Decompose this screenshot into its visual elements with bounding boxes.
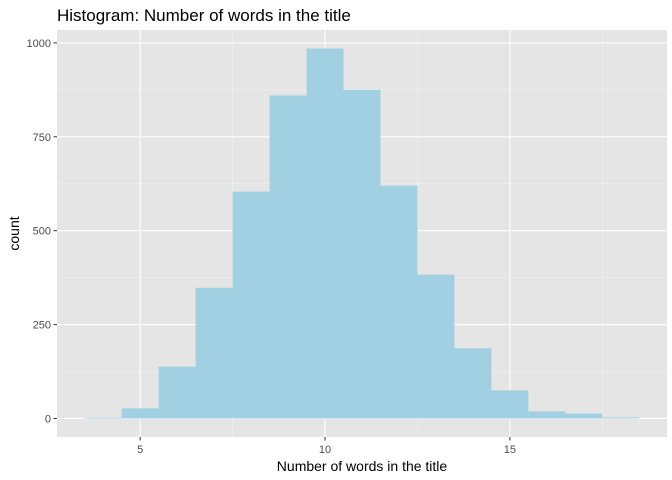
histogram-bar [380, 185, 418, 419]
x-axis-title: Number of words in the title [277, 458, 448, 474]
histogram-bar [417, 274, 455, 419]
histogram-bar [528, 411, 566, 419]
axis-ticks [53, 42, 511, 441]
histogram-bar [232, 191, 270, 419]
histogram-bar [121, 408, 159, 419]
x-tick-label: 5 [137, 444, 143, 456]
y-tick-label: 0 [45, 414, 51, 426]
y-axis-title: count [6, 216, 22, 250]
chart-title: Histogram: Number of words in the title [57, 6, 351, 25]
x-tick-labels: 5 10 15 [137, 444, 516, 456]
y-tick-label: 250 [33, 320, 51, 332]
histogram-bar [491, 390, 529, 419]
histogram-bars [84, 48, 640, 419]
histogram-bar [158, 366, 196, 419]
histogram-bar [195, 287, 233, 419]
x-tick-label: 15 [504, 444, 516, 456]
histogram-bar [602, 417, 640, 419]
histogram-bar [269, 95, 307, 419]
x-tick-label: 10 [319, 444, 331, 456]
histogram-bar [84, 417, 122, 419]
histogram-bar [565, 413, 603, 419]
y-tick-label: 1000 [27, 38, 51, 50]
histogram-bar [454, 348, 492, 419]
histogram-bar [306, 48, 344, 419]
histogram-bar [343, 89, 381, 419]
y-tick-labels: 0 250 500 750 1000 [27, 38, 51, 426]
y-tick-label: 750 [33, 132, 51, 144]
y-tick-label: 500 [33, 226, 51, 238]
